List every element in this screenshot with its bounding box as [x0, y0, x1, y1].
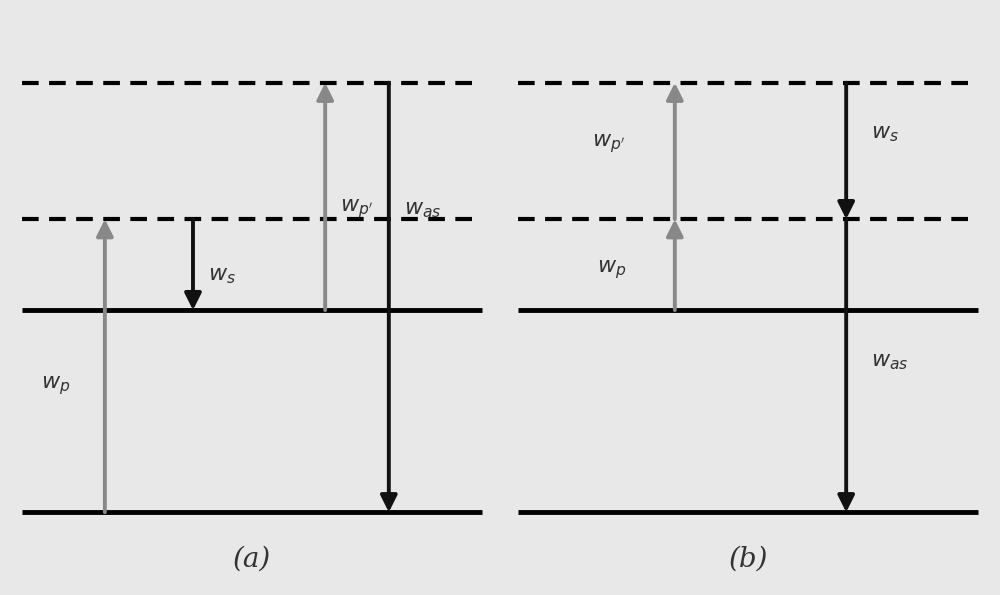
Text: $w_p$: $w_p$ [41, 374, 71, 397]
Text: $w_{p'}$: $w_{p'}$ [592, 132, 626, 155]
Text: $w_p$: $w_p$ [597, 258, 626, 281]
Text: $w_s$: $w_s$ [871, 123, 899, 144]
Text: $w_{p'}$: $w_{p'}$ [340, 198, 373, 221]
Text: $w_{as}$: $w_{as}$ [404, 198, 441, 220]
Text: $w_s$: $w_s$ [208, 264, 236, 286]
Text: (a): (a) [233, 546, 271, 573]
Text: $w_{as}$: $w_{as}$ [871, 350, 908, 372]
Text: (b): (b) [729, 546, 768, 573]
